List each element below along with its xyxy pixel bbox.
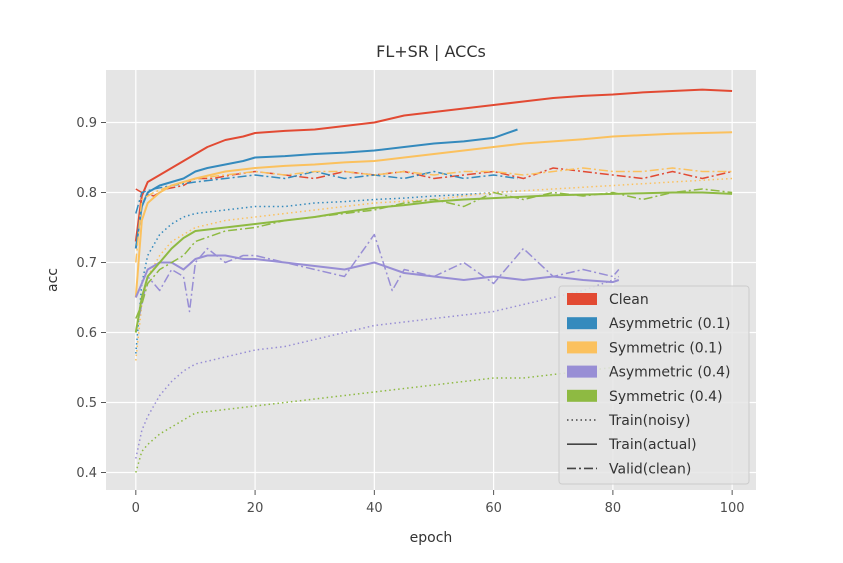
y-tick-label: 0.5 <box>76 396 97 411</box>
legend-label: Valid(clean) <box>609 461 691 477</box>
legend-label: Asymmetric (0.1) <box>609 316 731 332</box>
series-line-asymmetric-0-1-dotted <box>135 190 518 354</box>
y-tick-label: 0.6 <box>76 326 97 341</box>
x-tick-label: 20 <box>247 501 264 516</box>
legend-swatch <box>567 293 597 305</box>
legend-label: Symmetric (0.4) <box>609 389 723 405</box>
x-axis-label: epoch <box>410 530 453 546</box>
x-tick-label: 100 <box>720 501 745 516</box>
legend-swatch <box>567 341 597 354</box>
series-group <box>134 88 733 473</box>
legend-swatch <box>567 389 597 402</box>
x-tick-label: 60 <box>485 501 502 516</box>
series-line-asymmetric-0-4-dotted <box>135 275 620 459</box>
series-line-symmetric-0-1-dotted <box>135 177 733 361</box>
series-line-asymmetric-0-4-solid <box>134 254 620 298</box>
y-tick-labels: 0.4 0.5 0.6 0.7 0.8 0.9 <box>76 116 106 481</box>
x-tick-labels: 0 20 40 60 80 100 <box>132 490 745 516</box>
x-tick-label: 80 <box>605 501 622 516</box>
legend-label: Symmetric (0.1) <box>609 340 723 356</box>
x-tick-label: 40 <box>366 501 383 516</box>
legend-swatch <box>567 317 597 330</box>
y-tick-label: 0.4 <box>76 466 97 481</box>
legend-label: Train(noisy) <box>608 413 690 429</box>
series-line-symmetric-0-1-solid <box>134 131 733 298</box>
y-tick-label: 0.7 <box>76 256 97 271</box>
series-line-symmetric-0-1-dashdot <box>135 167 733 263</box>
y-tick-label: 0.8 <box>76 186 97 201</box>
legend-swatch <box>567 365 597 378</box>
series-line-symmetric-0-4-dashdot <box>135 188 733 319</box>
legend: Clean Asymmetric (0.1) Symmetric (0.1) Asym… <box>558 285 750 485</box>
legend-label: Train(actual) <box>608 437 697 453</box>
series-line-symmetric-0-4-solid <box>134 191 733 333</box>
series-line-asymmetric-0-4-dashdot <box>135 233 620 333</box>
x-tick-label: 0 <box>132 501 140 516</box>
series-line-clean-solid <box>134 88 733 242</box>
legend-label: Clean <box>609 292 649 308</box>
chart-title: FL+SR | ACCs <box>376 42 486 61</box>
series-line-asymmetric-0-1-solid <box>134 128 518 249</box>
legend-box <box>558 285 750 485</box>
legend-label: Asymmetric (0.4) <box>609 365 731 381</box>
series-line-symmetric-0-4-dotted <box>135 366 613 473</box>
y-axis-label: acc <box>45 268 61 292</box>
y-tick-label: 0.9 <box>76 116 97 131</box>
